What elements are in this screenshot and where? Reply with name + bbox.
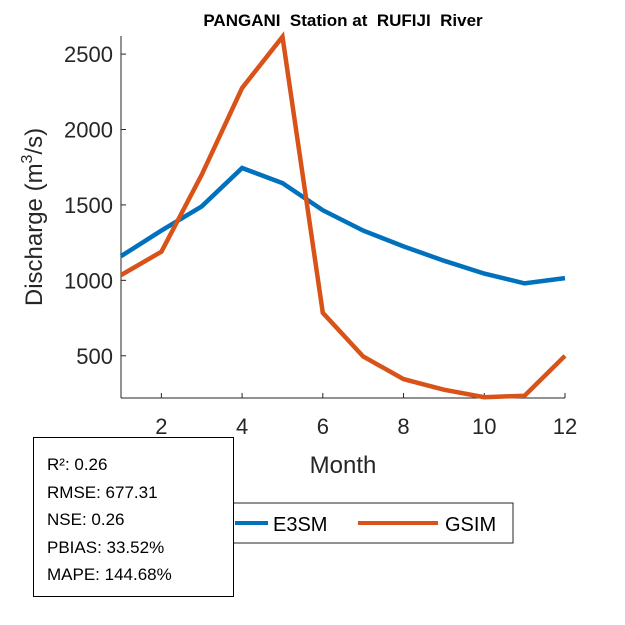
x-tick-label: 2 (155, 414, 167, 439)
y-axis-label-superscript: 3 (19, 154, 36, 163)
series-line-e3sm (119, 165, 566, 286)
metric-rmse: RMSE: 677.31 (47, 482, 158, 502)
y-tick-label: 500 (76, 344, 113, 369)
legend-label-gsim: GSIM (445, 514, 496, 536)
y-tick-label: 1500 (64, 193, 113, 218)
legend-label-e3sm: E3SM (273, 514, 327, 536)
y-axis-label: Discharge (m3/s) (19, 128, 48, 306)
y-tick-label: 2000 (64, 118, 113, 143)
metrics-box: R²: 0.26 RMSE: 677.31 NSE: 0.26 PBIAS: 3… (33, 437, 234, 597)
metric-nse: NSE: 0.26 (47, 510, 125, 530)
x-axis-label: Month (310, 452, 377, 479)
metric-mape: MAPE: 144.68% (47, 565, 172, 585)
x-tick-label: 10 (472, 414, 496, 439)
x-tick-label: 8 (397, 414, 409, 439)
x-tick-label: 4 (236, 414, 248, 439)
x-tick-label: 6 (317, 414, 329, 439)
y-tick-label: 1000 (64, 268, 113, 293)
metric-r2: R²: 0.26 (47, 455, 108, 474)
plot-area: 2 4 6 8 10 12 500 1000 1500 2000 2500 (64, 31, 577, 439)
x-tick-label: 12 (553, 414, 577, 439)
series-line-gsim (119, 31, 567, 400)
legend: E3SM GSIM (232, 502, 514, 544)
metric-pbias: PBIAS: 33.52% (47, 537, 165, 557)
y-axis-label-main: Discharge (m (21, 163, 48, 306)
y-tick-label: 2500 (64, 42, 113, 67)
chart-title: PANGANI Station at RUFIJI River (203, 11, 483, 30)
y-axis-label-end: /s) (21, 128, 48, 155)
